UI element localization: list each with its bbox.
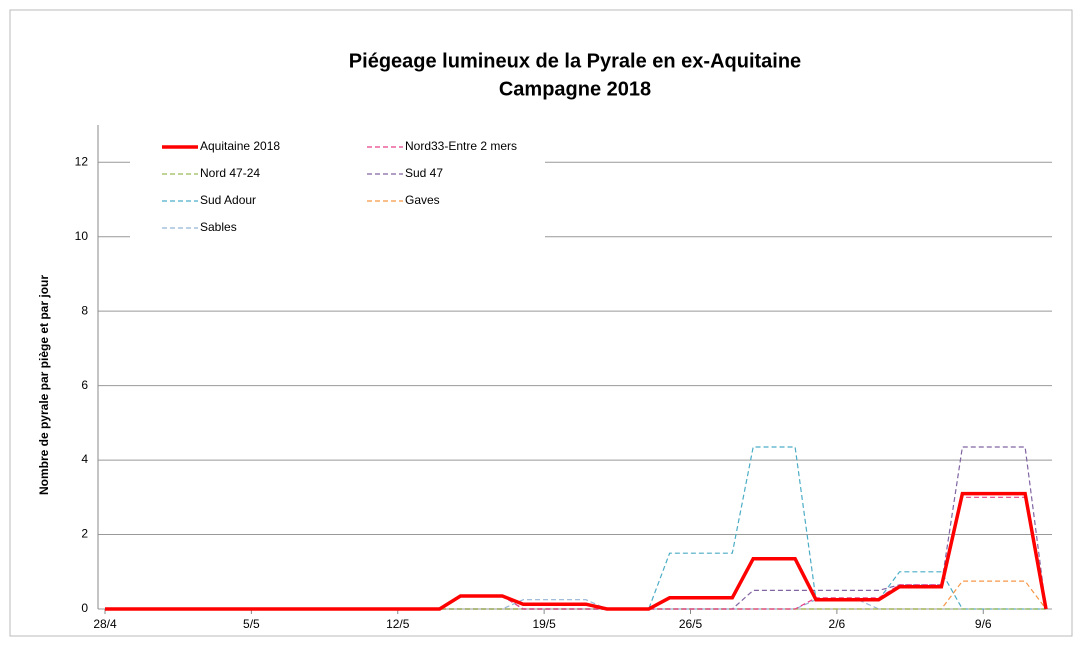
legend-label: Sables bbox=[200, 220, 237, 234]
x-tick-label: 2/6 bbox=[829, 617, 846, 631]
y-tick-label: 0 bbox=[81, 601, 88, 615]
x-tick-label: 9/6 bbox=[975, 617, 992, 631]
y-tick-label: 8 bbox=[81, 303, 88, 317]
legend: Aquitaine 2018 Nord33-Entre 2 mers Nord 47… bbox=[130, 133, 545, 241]
y-tick-label: 4 bbox=[81, 452, 88, 466]
y-tick-label: 6 bbox=[81, 378, 88, 392]
x-tick-label: 5/5 bbox=[243, 617, 260, 631]
y-tick-label: 12 bbox=[75, 154, 89, 168]
legend-label: Gaves bbox=[405, 193, 440, 207]
series-line bbox=[105, 491, 1048, 611]
legend-label: Sud 47 bbox=[405, 166, 443, 180]
legend-box bbox=[130, 133, 545, 241]
chart-subtitle: Campagne 2018 bbox=[499, 78, 651, 100]
y-axis-label: Nombre de pyrale par piège et par jour bbox=[37, 275, 51, 495]
lines bbox=[105, 446, 1048, 611]
x-tick-label: 12/5 bbox=[386, 617, 410, 631]
chart-frame bbox=[9, 9, 1073, 637]
y-tick-label: 2 bbox=[81, 527, 88, 541]
legend-label: Aquitaine 2018 bbox=[200, 139, 280, 153]
chart-title: Piégeage lumineux de la Pyrale en ex-Aqu… bbox=[349, 50, 801, 72]
x-tick-label: 28/4 bbox=[93, 617, 117, 631]
x-tick-label: 26/5 bbox=[679, 617, 703, 631]
x-tick-label: 19/5 bbox=[532, 617, 556, 631]
legend-label: Sud Adour bbox=[200, 193, 256, 207]
legend-label: Nord33-Entre 2 mers bbox=[405, 139, 517, 153]
y-tick-label: 10 bbox=[75, 229, 89, 243]
legend-label: Nord 47-24 bbox=[200, 166, 260, 180]
